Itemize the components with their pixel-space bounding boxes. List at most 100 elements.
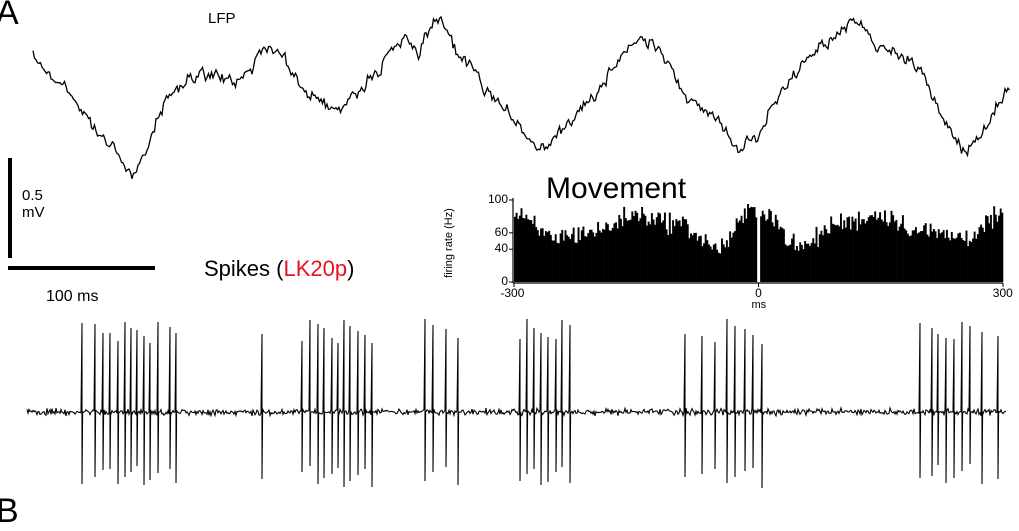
psth-bar <box>802 249 805 282</box>
psth-bar <box>980 224 983 282</box>
psth-bar <box>892 215 895 282</box>
psth-bar <box>856 230 859 282</box>
psth-bar <box>724 247 727 282</box>
psth-bar <box>833 224 836 282</box>
psth-bar <box>838 226 841 282</box>
psth-bar <box>972 238 974 282</box>
psth-bar <box>517 218 520 282</box>
psth-bar <box>941 232 943 282</box>
psth-bar <box>667 235 670 282</box>
psth-bar <box>634 210 637 282</box>
psth-bar <box>600 232 603 282</box>
psth-bar <box>936 238 939 282</box>
spikes-label-suffix: ) <box>347 256 355 281</box>
psth-bar <box>740 215 743 282</box>
psth-bar <box>737 222 740 282</box>
psth-bar <box>572 227 575 282</box>
psth-bar <box>541 228 544 282</box>
psth-bar <box>939 233 942 282</box>
psth-bar <box>908 236 911 282</box>
psth-bar <box>774 214 777 282</box>
psth-bar <box>665 229 668 282</box>
scale-horizontal-label: 100 ms <box>46 288 99 305</box>
psth-bar <box>535 227 538 282</box>
psth-bar <box>849 229 852 282</box>
psth-bar <box>699 235 702 282</box>
psth-bar <box>579 240 582 282</box>
psth-bar <box>918 232 921 282</box>
psth-bar <box>704 234 707 282</box>
psth-bar <box>642 213 645 282</box>
psth-bar <box>719 253 722 282</box>
psth-bar <box>543 235 546 282</box>
psth-bar <box>844 227 847 282</box>
psth-bar <box>592 232 595 282</box>
psth-bar <box>548 230 551 282</box>
psth-bar <box>562 240 565 282</box>
psth-bar <box>725 240 728 282</box>
psth-bar <box>730 237 733 282</box>
psth-bar <box>949 240 952 282</box>
psth-bar <box>945 229 948 282</box>
psth-bar <box>825 229 828 282</box>
lfp-trace <box>32 15 1011 179</box>
psth-bar <box>593 236 596 282</box>
psth-bar <box>680 226 683 282</box>
psth-bar <box>646 225 648 282</box>
psth-bar <box>776 219 779 282</box>
psth-bar <box>628 220 631 282</box>
psth-bar <box>701 246 704 282</box>
psth-bar <box>970 241 973 282</box>
psth-bar <box>654 224 657 282</box>
psth-bar <box>985 215 987 282</box>
psth-bar <box>846 217 849 282</box>
unit-name: LK20p <box>283 256 348 281</box>
lfp-label: LFP <box>208 10 236 27</box>
psth-bar <box>742 222 745 282</box>
psth-bar <box>553 240 556 282</box>
psth-bar <box>937 229 940 282</box>
psth-bar <box>999 208 1002 282</box>
psth-bar <box>690 233 692 282</box>
psth-bar <box>867 217 870 282</box>
psth-bar <box>623 206 626 282</box>
psth-bar <box>879 212 882 282</box>
psth-bar <box>789 244 792 282</box>
psth-bar <box>986 216 989 282</box>
psth-bar <box>784 244 787 282</box>
psth-bar <box>515 212 518 282</box>
scale-vertical-unit: mV <box>22 204 45 221</box>
psth-bar <box>1001 212 1004 282</box>
psth-bar <box>544 231 547 282</box>
psth-bar <box>678 220 681 282</box>
psth-y-tick-label: 40 <box>494 241 508 256</box>
psth-bar <box>531 223 534 282</box>
psth-bar <box>916 233 919 282</box>
psth-bar <box>771 222 774 282</box>
psth-bar <box>804 240 807 282</box>
psth-bar <box>585 236 588 282</box>
psth-bar <box>590 229 593 282</box>
psth-bar <box>955 237 958 282</box>
psth-bar <box>735 218 738 282</box>
psth-bar <box>853 221 855 282</box>
psth-bar <box>753 207 756 282</box>
psth-x-tick-label: 0 <box>755 286 762 300</box>
psth-bar <box>750 206 753 282</box>
psth-x-tick-label: 300 <box>992 286 1013 300</box>
psth-bar <box>734 231 736 282</box>
psth-bar <box>797 250 800 282</box>
psth-bar <box>732 232 735 282</box>
psth-bar <box>587 233 590 282</box>
psth-bar <box>781 227 784 282</box>
psth-bar <box>813 243 816 282</box>
psth-bar <box>761 210 764 282</box>
psth-bar <box>958 232 961 282</box>
psth-bar <box>624 218 627 282</box>
psth-bar <box>924 223 927 282</box>
psth-bar <box>616 228 619 282</box>
psth-bar <box>566 235 569 282</box>
psth-bar <box>613 223 616 282</box>
psth-bar <box>668 212 671 282</box>
psth-bar <box>714 243 717 282</box>
